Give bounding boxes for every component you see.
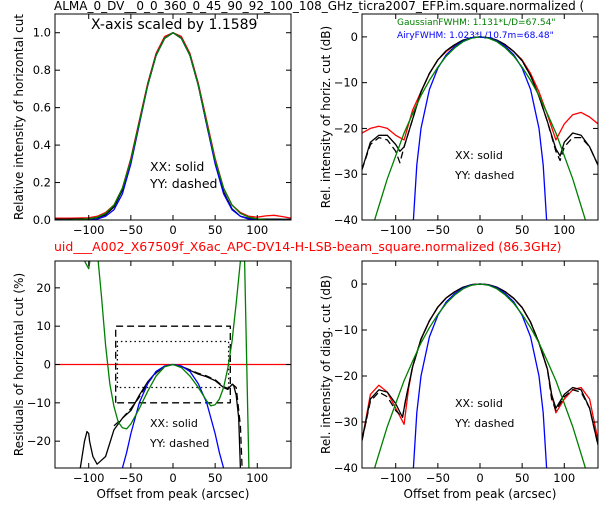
y-tick-label: −20	[334, 369, 358, 383]
x-tick-label: 100	[553, 471, 575, 485]
x-tick-label: 0	[476, 471, 483, 485]
y-tick-label: 0	[351, 277, 358, 291]
series-blue-solid	[412, 36, 548, 220]
x-tick-label: 50	[515, 223, 530, 237]
annotation-xx: XX: solid	[455, 397, 503, 410]
x-tick-label: −50	[426, 471, 450, 485]
plot-area	[55, 261, 291, 468]
x-tick-label: 0	[169, 223, 176, 237]
legend-entry: GaussianFWHM: 1.131*L/D=67.54"	[397, 18, 555, 28]
annotation-xx: XX: solid	[150, 417, 198, 430]
plot-frame	[361, 13, 599, 221]
plot-area	[362, 283, 598, 468]
x-tick-label: −50	[119, 223, 143, 237]
x-tick-label: 50	[208, 223, 223, 237]
y-axis-label: Rel. intensity of diag. cut (dB)	[319, 275, 333, 454]
y-tick-label: 0.8	[33, 63, 51, 77]
y-tick-label: 10	[36, 319, 51, 333]
y-tick-label: 0.0	[33, 213, 51, 227]
plot-frame	[361, 260, 599, 469]
plot-area	[55, 32, 291, 220]
x-tick-label: 100	[553, 223, 575, 237]
x-tick-label: 0	[476, 223, 483, 237]
series-blue-solid	[412, 283, 548, 468]
legend-entry: AiryFWHM: 1.023*L/10.7m=68.48"	[397, 31, 554, 41]
x-tick-label: −100	[380, 471, 412, 485]
y-tick-label: 0.4	[33, 138, 51, 152]
y-tick-label: −30	[334, 167, 358, 181]
y-tick-label: 1.0	[33, 26, 51, 40]
y-tick-label: −30	[334, 415, 358, 429]
annotation-yy: YY: dashed	[454, 169, 514, 182]
y-tick-label: 0.2	[33, 176, 51, 190]
y-axis-label: Residuals of horizontal cut (%)	[12, 273, 26, 456]
top-title: ALMA_0_DV__0_0_360_0_45_90_92_100_108_GH…	[54, 0, 584, 13]
scale-note: X-axis scaled by 1.1589	[91, 17, 257, 33]
x-axis-label: Offset from peak (arcsec)	[404, 487, 557, 501]
x-axis-label: Offset from peak (arcsec)	[97, 487, 250, 501]
x-tick-label: −100	[73, 223, 105, 237]
x-tick-label: 100	[246, 223, 268, 237]
series-green-solid	[55, 32, 291, 220]
y-axis-label: Rel. intensity of horiz. cut (dB)	[319, 26, 333, 208]
annotation-xx: XX: solid	[455, 149, 503, 162]
annotation-yy: YY: dashed	[149, 437, 209, 450]
y-tick-label: −10	[27, 396, 51, 410]
x-tick-label: 50	[515, 471, 530, 485]
plot-area	[362, 36, 598, 220]
y-tick-label: 0.6	[33, 101, 51, 115]
y-tick-label: 0	[44, 358, 51, 372]
series-green-solid	[373, 36, 587, 220]
chart-top-left: −100 −50 0 50 100 0.0 0.2 0.4 0.6 0.8 1.0 Relative …	[12, 13, 292, 237]
y-tick-label: −20	[334, 121, 358, 135]
x-tick-label: 0	[169, 471, 176, 485]
series-black-solid	[55, 32, 291, 220]
x-tick-label: 100	[246, 471, 268, 485]
series-black-dashed	[115, 325, 231, 404]
mid-title: uid___A002_X67509f_X6ac_APC-DV14-H-LSB-b…	[54, 239, 562, 254]
annotation-yy: YY: dashed	[454, 417, 514, 430]
series-black-dashed	[113, 363, 243, 468]
series-blue-solid	[55, 32, 291, 220]
x-tick-label: 50	[208, 471, 223, 485]
x-tick-label: −50	[119, 471, 143, 485]
series-green-solid	[83, 261, 250, 468]
annotation-yy: YY: dashed	[149, 176, 217, 191]
y-tick-label: −10	[334, 76, 358, 90]
x-tick-label: −100	[73, 471, 105, 485]
series-green-solid	[373, 283, 587, 468]
x-tick-label: −50	[426, 223, 450, 237]
y-tick-label: 0	[351, 30, 358, 44]
y-tick-label: 20	[36, 281, 51, 295]
y-axis-label: Relative intensity of horizontal cut	[12, 14, 26, 220]
y-tick-label: −10	[334, 323, 358, 337]
chart-panels: −100 −50 0 50 1000.00.20.40.60.81.0Relative …	[12, 13, 599, 501]
x-tick-label: −100	[380, 223, 412, 237]
series-black-dashed	[55, 32, 291, 220]
series-red-solid	[362, 36, 598, 141]
y-tick-label: −20	[27, 434, 51, 448]
y-tick-label: −40	[334, 213, 358, 227]
annotation-xx: XX: solid	[150, 159, 204, 174]
y-tick-label: −40	[334, 461, 358, 475]
